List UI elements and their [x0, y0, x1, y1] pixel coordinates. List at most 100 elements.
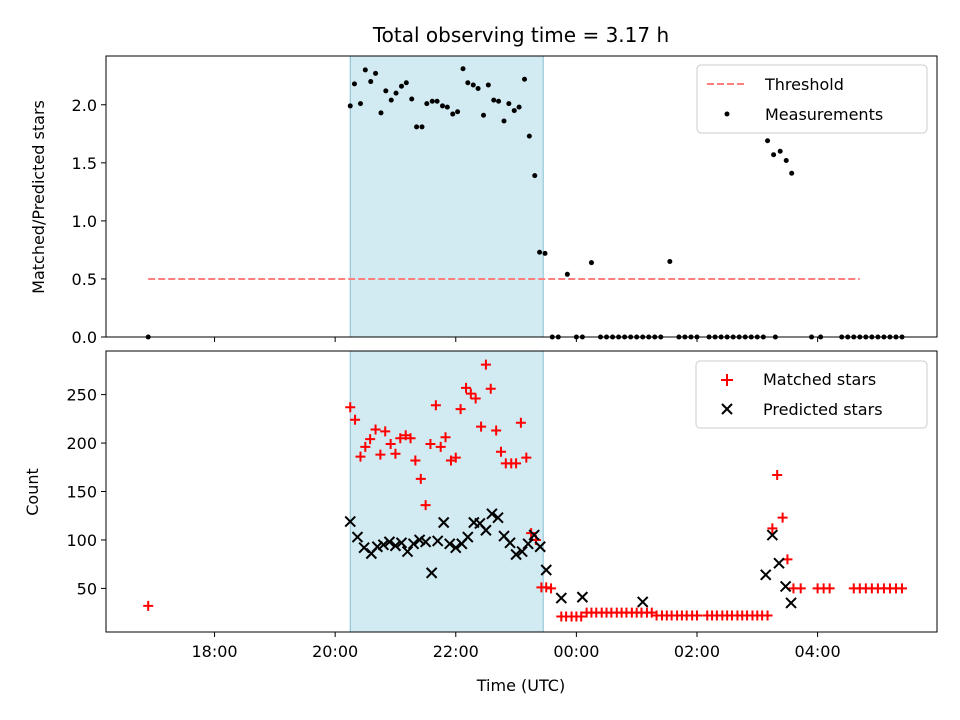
measurement-point	[383, 88, 389, 94]
matched-star-point	[455, 404, 466, 415]
measurement-point	[475, 86, 481, 92]
measurement-point	[516, 104, 522, 110]
measurement-point	[424, 101, 430, 107]
predicted-star-point	[510, 548, 522, 561]
matched-star-point	[350, 414, 361, 425]
measurement-point	[564, 271, 570, 277]
measurement-point	[450, 111, 456, 117]
measurement-point	[501, 118, 507, 124]
matched-star-point	[425, 439, 436, 450]
bottom-shaded-span	[349, 350, 544, 633]
matched-star-point	[420, 500, 431, 511]
measurement-point	[522, 76, 528, 82]
predicted-star-point	[444, 538, 456, 550]
matched-star-point	[772, 470, 783, 481]
x-tick-label: 02:00	[674, 642, 720, 661]
predicted-star-point	[431, 535, 444, 547]
predicted-star-point	[785, 597, 797, 609]
matched-star-point	[521, 452, 532, 463]
measurement-point	[368, 79, 374, 85]
bottom-panel: 50 100 150 200 250 18:00 20:00 22:00 00:00 02:00…	[23, 350, 938, 695]
top-x-ticks	[214, 337, 819, 342]
measurement-point	[506, 101, 512, 107]
matched-star-point	[491, 425, 502, 436]
predicted-star-point	[383, 536, 396, 548]
x-tick-label: 04:00	[795, 642, 841, 661]
matched-star-point	[370, 424, 381, 435]
matched-star-point	[415, 473, 426, 484]
measurement-point	[351, 81, 357, 87]
matched-star-point	[824, 583, 835, 594]
measurement-point	[496, 98, 502, 104]
y-tick-label: 0.0	[72, 328, 97, 347]
x-tick-label: 22:00	[433, 642, 479, 661]
observing-window-span	[349, 55, 544, 338]
matched-star-point	[405, 433, 416, 444]
legend-measurements-label: Measurements	[765, 105, 883, 124]
predicted-star-point	[504, 537, 516, 549]
matched-star-point	[476, 421, 487, 432]
predicted-star-point	[637, 596, 649, 608]
matched-star-point	[390, 448, 401, 459]
measurement-point	[465, 80, 471, 86]
measurement-point	[771, 152, 777, 158]
measurement-point	[434, 98, 440, 104]
y-tick-label: 100	[66, 531, 97, 550]
predicted-star-point	[760, 569, 772, 581]
matched-star-point	[480, 359, 491, 370]
measurement-point	[526, 133, 532, 139]
matched-star-point	[430, 400, 441, 411]
measurement-point	[491, 97, 497, 103]
matched-star-point	[450, 452, 461, 463]
legend-matched-label: Matched stars	[763, 370, 876, 389]
observing-window-span	[349, 350, 544, 633]
measurement-point	[444, 104, 450, 110]
matched-star-point	[691, 610, 702, 621]
legend-matched-swatch	[721, 374, 733, 386]
measurement-point	[357, 101, 363, 107]
measurement-point	[388, 97, 394, 103]
measurement-point	[460, 66, 466, 72]
top-shaded-span	[349, 55, 544, 338]
predicted-star-point	[766, 529, 779, 541]
predicted-star-point	[486, 508, 498, 520]
matched-star-point	[410, 455, 421, 466]
bottom-y-axis-label: Count	[23, 468, 42, 516]
predicted-star-point	[437, 516, 450, 529]
measurement-point	[667, 259, 673, 265]
predicted-star-point	[555, 592, 568, 604]
bottom-y-ticks: 50 100 150 200 250	[66, 386, 106, 598]
predicted-star-point	[389, 540, 402, 552]
x-tick-label: 20:00	[312, 642, 358, 661]
y-tick-label: 50	[77, 579, 97, 598]
matched-star-point	[365, 434, 376, 445]
measurement-point	[789, 170, 795, 176]
predicted-star-point	[407, 538, 420, 550]
measurement-point	[393, 90, 399, 96]
predicted-star-point	[480, 524, 492, 536]
predicted-star-point	[358, 541, 370, 554]
measurement-point	[403, 80, 409, 86]
matched-star-point	[375, 449, 386, 460]
legend-threshold-label: Threshold	[764, 75, 844, 94]
measurement-point	[429, 98, 435, 104]
measurement-point	[362, 67, 368, 73]
predicted-star-point	[462, 531, 474, 543]
y-tick-label: 150	[66, 483, 97, 502]
predicted-star-point	[401, 545, 414, 558]
measurement-point	[440, 103, 446, 109]
chart-title: Total observing time = 3.17 h	[372, 23, 669, 47]
top-legend: Threshold Measurements	[696, 64, 928, 134]
measurement-point	[532, 173, 538, 179]
predicted-star-point	[344, 515, 356, 528]
measurement-point	[783, 158, 789, 164]
x-tick-label: 18:00	[191, 642, 237, 661]
count-points	[143, 359, 908, 622]
y-tick-label: 1.5	[72, 154, 97, 173]
measurement-point	[511, 108, 517, 114]
measurement-point	[409, 96, 415, 102]
measurement-point	[419, 124, 425, 130]
legend-predicted-label: Predicted stars	[763, 400, 883, 419]
top-y-axis-label: Matched/Predicted stars	[29, 100, 48, 294]
predicted-star-point	[351, 531, 364, 543]
